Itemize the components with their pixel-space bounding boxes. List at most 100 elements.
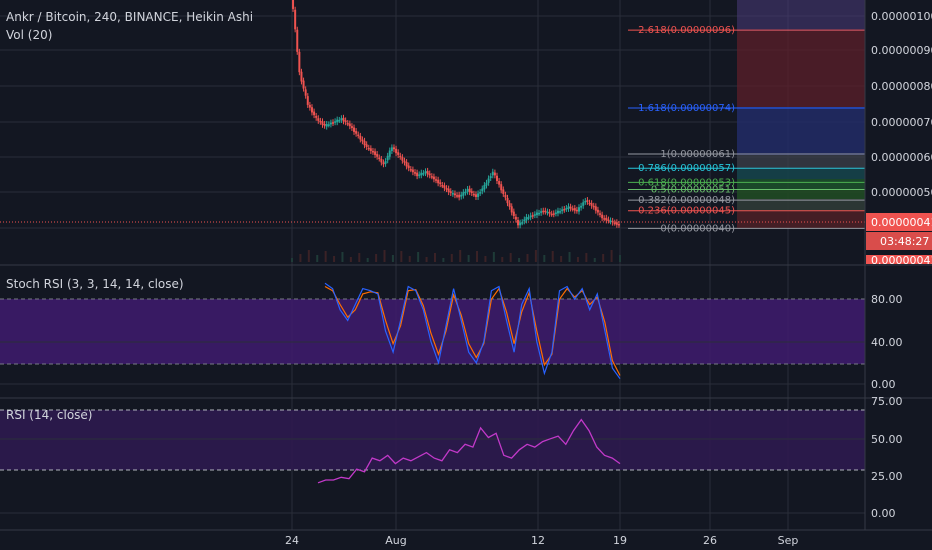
candle [380, 158, 383, 163]
candle [550, 213, 553, 216]
volume-bar [408, 256, 411, 262]
candle [428, 173, 431, 176]
candle [617, 223, 620, 226]
candle [567, 206, 570, 209]
volume-bar [593, 258, 596, 262]
candle [443, 185, 446, 189]
candle [605, 217, 608, 221]
candle [418, 174, 421, 176]
candle [348, 123, 351, 127]
candle [456, 195, 459, 197]
last-price-label: 0.00000041 [871, 216, 932, 229]
volume-bar [467, 255, 470, 262]
stoch-tick: 40.00 [871, 336, 903, 349]
candle [451, 193, 454, 195]
candle [344, 120, 347, 123]
candle [527, 217, 530, 219]
volume-bar [349, 257, 352, 262]
price-tick: 0.00000070 [871, 116, 932, 129]
volume-label[interactable]: Vol (20) [6, 28, 52, 42]
price-axis[interactable]: 0.00000100 0.00000090 0.00000080 0.00000… [871, 10, 932, 199]
volume-bar [442, 258, 445, 262]
volume-bar [400, 251, 403, 262]
candle [432, 176, 435, 180]
clipped-price-label: 0.00000041 [871, 254, 932, 267]
volume-bar [433, 253, 436, 262]
candle [554, 212, 557, 214]
time-axis[interactable]: 24 Aug 12 19 26 Sep [285, 534, 798, 547]
fib-label: 0.618(0.00000053) [638, 177, 735, 188]
candle [353, 127, 356, 132]
candle [399, 155, 402, 158]
candle [580, 205, 583, 208]
candle [411, 169, 414, 173]
time-tick: 26 [703, 534, 717, 547]
candle [517, 220, 520, 226]
candle [405, 162, 408, 167]
volume-bar [568, 252, 571, 262]
candle [430, 176, 433, 178]
volume-bar [425, 257, 428, 262]
candle [420, 172, 423, 176]
candle [384, 161, 387, 164]
rsi-band [0, 410, 865, 470]
volume-bar [291, 258, 293, 262]
candle [308, 104, 311, 108]
candle [390, 147, 393, 151]
time-tick: 19 [613, 534, 627, 547]
rsi-tick: 75.00 [871, 395, 903, 408]
volume-bar [551, 251, 554, 262]
candle [458, 194, 461, 198]
candle [332, 122, 334, 124]
stoch-grid [0, 341, 865, 385]
rsi-axis[interactable]: 75.00 50.00 25.00 0.00 [871, 395, 903, 520]
candle [563, 208, 566, 211]
candle [338, 119, 341, 122]
rsi-line [317, 418, 621, 484]
candle [548, 212, 551, 214]
volume-bar [534, 250, 537, 262]
candle [586, 200, 589, 202]
candle [489, 176, 492, 178]
candle [468, 188, 471, 193]
candle [613, 222, 616, 225]
volume-bar [509, 253, 512, 262]
volume-bar [316, 255, 319, 262]
volume-bar [307, 250, 310, 262]
candle [361, 139, 364, 142]
candle [592, 205, 595, 208]
candle [346, 123, 349, 125]
candle [386, 155, 389, 161]
time-tick: Sep [778, 534, 799, 547]
stoch-tick: 80.00 [871, 293, 903, 306]
volume-bar [459, 250, 462, 262]
candle [313, 111, 316, 116]
candle [472, 193, 475, 196]
volume-bar [610, 250, 613, 262]
candle [395, 148, 398, 154]
rsi-label[interactable]: RSI (14, close) [6, 408, 92, 422]
stoch-label[interactable]: Stoch RSI (3, 3, 14, 14, close) [6, 277, 184, 291]
candle [578, 207, 580, 212]
candle [317, 118, 320, 121]
stoch-tick: 0.00 [871, 378, 896, 391]
candle [599, 213, 602, 215]
candle [350, 126, 353, 128]
fib-label: 2.618(0.00000096) [638, 25, 735, 36]
stoch-axis[interactable]: 80.00 40.00 0.00 [871, 293, 903, 391]
candle [435, 179, 438, 181]
candle [474, 194, 477, 197]
candle [321, 121, 324, 125]
volume-bar [576, 257, 579, 262]
volume-bar [375, 254, 378, 262]
candle [329, 122, 332, 125]
candle [552, 213, 555, 215]
fib-label: 1(0.00000061) [660, 149, 735, 160]
volume-bar [560, 256, 563, 262]
candle [496, 175, 498, 182]
candle [336, 119, 339, 123]
rsi-tick: 0.00 [871, 507, 896, 520]
candle [521, 222, 524, 224]
symbol-title[interactable]: Ankr / Bitcoin, 240, BINANCE, Heikin Ash… [6, 10, 253, 24]
